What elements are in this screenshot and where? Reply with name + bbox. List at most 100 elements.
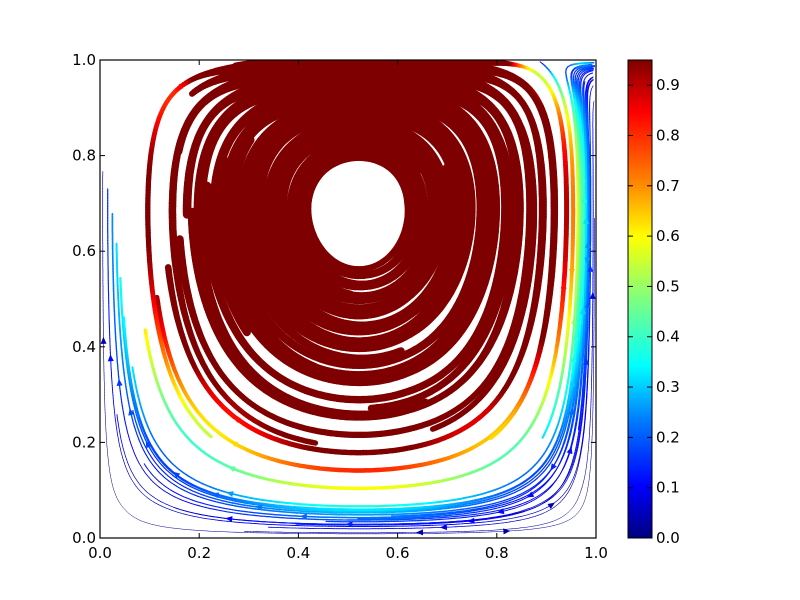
arrow-icon: [276, 300, 284, 309]
arrow-icon: [107, 354, 114, 362]
arrow-icon: [569, 379, 576, 387]
arrow-icon: [359, 304, 367, 311]
arrow-icon: [526, 491, 535, 498]
axes-frame: [99, 59, 597, 539]
arrow-icon: [405, 171, 412, 179]
colorbar-tick-label: 0.6: [656, 227, 680, 245]
arrow-icon: [289, 200, 296, 208]
arrow-icon: [566, 446, 573, 455]
y-tick-label: 1.0: [72, 51, 96, 69]
x-tick-label: 0.8: [485, 544, 509, 562]
colorbar-tick-label: 0.0: [656, 529, 680, 547]
streamline-arrows: [100, 83, 596, 536]
arrow-icon: [179, 134, 186, 142]
arrow-icon: [116, 378, 123, 387]
arrow-icon: [211, 492, 220, 499]
arrow-icon: [414, 315, 423, 323]
colorbar-tick-label: 0.8: [656, 126, 680, 144]
arrow-icon: [583, 216, 590, 224]
y-axis-ticks: 0.0 0.2 0.4 0.6 0.8 1.0: [72, 51, 596, 547]
colorbar-tick-label: 0.1: [656, 479, 680, 497]
arrow-icon: [581, 195, 588, 203]
arrow-icon: [230, 440, 239, 448]
arrow-icon: [226, 491, 234, 497]
arrow-icon: [299, 191, 306, 199]
arrow-icon: [346, 290, 354, 297]
arrow-icon: [253, 298, 260, 307]
arrow-icon: [550, 463, 557, 471]
colorbar-tick-label: 0.2: [656, 428, 680, 446]
arrow-icon: [244, 344, 252, 352]
arrow-icon: [384, 88, 392, 95]
arrow-icon: [571, 316, 578, 324]
arrow-icon: [305, 208, 312, 217]
arrow-icon: [176, 83, 184, 91]
arrow-icon: [345, 521, 353, 528]
arrow-icon: [280, 216, 287, 224]
y-tick-label: 0.6: [72, 242, 96, 260]
arrow-icon: [288, 259, 294, 267]
arrow-icon: [503, 528, 511, 535]
y-tick-label: 0.4: [72, 338, 96, 356]
x-axis-ticks: 0.0 0.2 0.4 0.6 0.8 1.0: [88, 60, 608, 562]
arrow-icon: [265, 255, 272, 264]
arrow-icon: [576, 316, 583, 324]
arrow-icon: [304, 191, 311, 200]
arrow-icon: [225, 516, 233, 523]
arrow-icon: [403, 254, 411, 263]
arrow-icon: [259, 276, 266, 285]
arrow-icon: [458, 310, 466, 319]
colorbar-tick-label: 0.7: [656, 177, 680, 195]
arrow-icon: [299, 513, 307, 520]
arrow-icon: [568, 407, 575, 416]
plot-area: [100, 60, 596, 536]
colorbar-tick-label: 0.3: [656, 378, 680, 396]
colorbar-tick-label: 0.9: [656, 76, 680, 94]
arrow-icon: [268, 147, 275, 155]
colorbar-tick-label: 0.4: [656, 328, 680, 346]
arrow-icon: [509, 108, 516, 116]
arrow-icon: [496, 508, 505, 515]
x-tick-label: 0.2: [187, 544, 211, 562]
arrow-icon: [172, 471, 181, 479]
arrow-icon: [471, 93, 479, 100]
arrow-icon: [550, 161, 557, 169]
arrow-icon: [572, 333, 579, 341]
arrow-icon: [522, 291, 529, 299]
colorbar-ticks: 0.0 0.1 0.2 0.3 0.4 0.5 0.6 0.7 0.8 0.9: [628, 76, 680, 547]
streamlines: [102, 60, 596, 535]
arrow-icon: [236, 391, 244, 399]
arrow-icon: [224, 247, 231, 256]
arrow-icon: [547, 280, 554, 288]
arrow-icon: [589, 291, 596, 299]
arrow-icon: [568, 268, 575, 276]
arrow-icon: [233, 415, 241, 423]
arrow-icon: [272, 235, 279, 243]
arrow-icon: [584, 257, 591, 265]
arrow-icon: [145, 440, 152, 449]
arrow-icon: [579, 174, 586, 182]
x-tick-label: 0.6: [386, 544, 410, 562]
colorbar: 0.0 0.1 0.2 0.3 0.4 0.5 0.6 0.7 0.8 0.9: [627, 59, 680, 547]
arrow-icon: [587, 264, 594, 272]
y-tick-label: 0.8: [72, 147, 96, 165]
y-tick-label: 0.2: [72, 433, 96, 451]
arrow-icon: [493, 301, 500, 310]
x-tick-label: 0.0: [88, 544, 112, 562]
arrow-icon: [560, 281, 567, 289]
arrow-icon: [249, 321, 256, 329]
arrow-icon: [428, 87, 436, 94]
arrow-icon: [375, 308, 384, 314]
arrow-icon: [414, 197, 421, 205]
arrow-icon: [583, 357, 590, 366]
arrow-icon: [298, 109, 307, 116]
arrow-icon: [264, 204, 271, 212]
arrow-icon: [100, 336, 107, 344]
arrow-icon: [439, 524, 448, 531]
arrow-icon: [579, 307, 586, 315]
arrow-icon: [416, 529, 424, 536]
arrow-icon: [340, 94, 349, 101]
colorbar-gradient: [627, 59, 653, 539]
arrow-icon: [128, 408, 135, 416]
